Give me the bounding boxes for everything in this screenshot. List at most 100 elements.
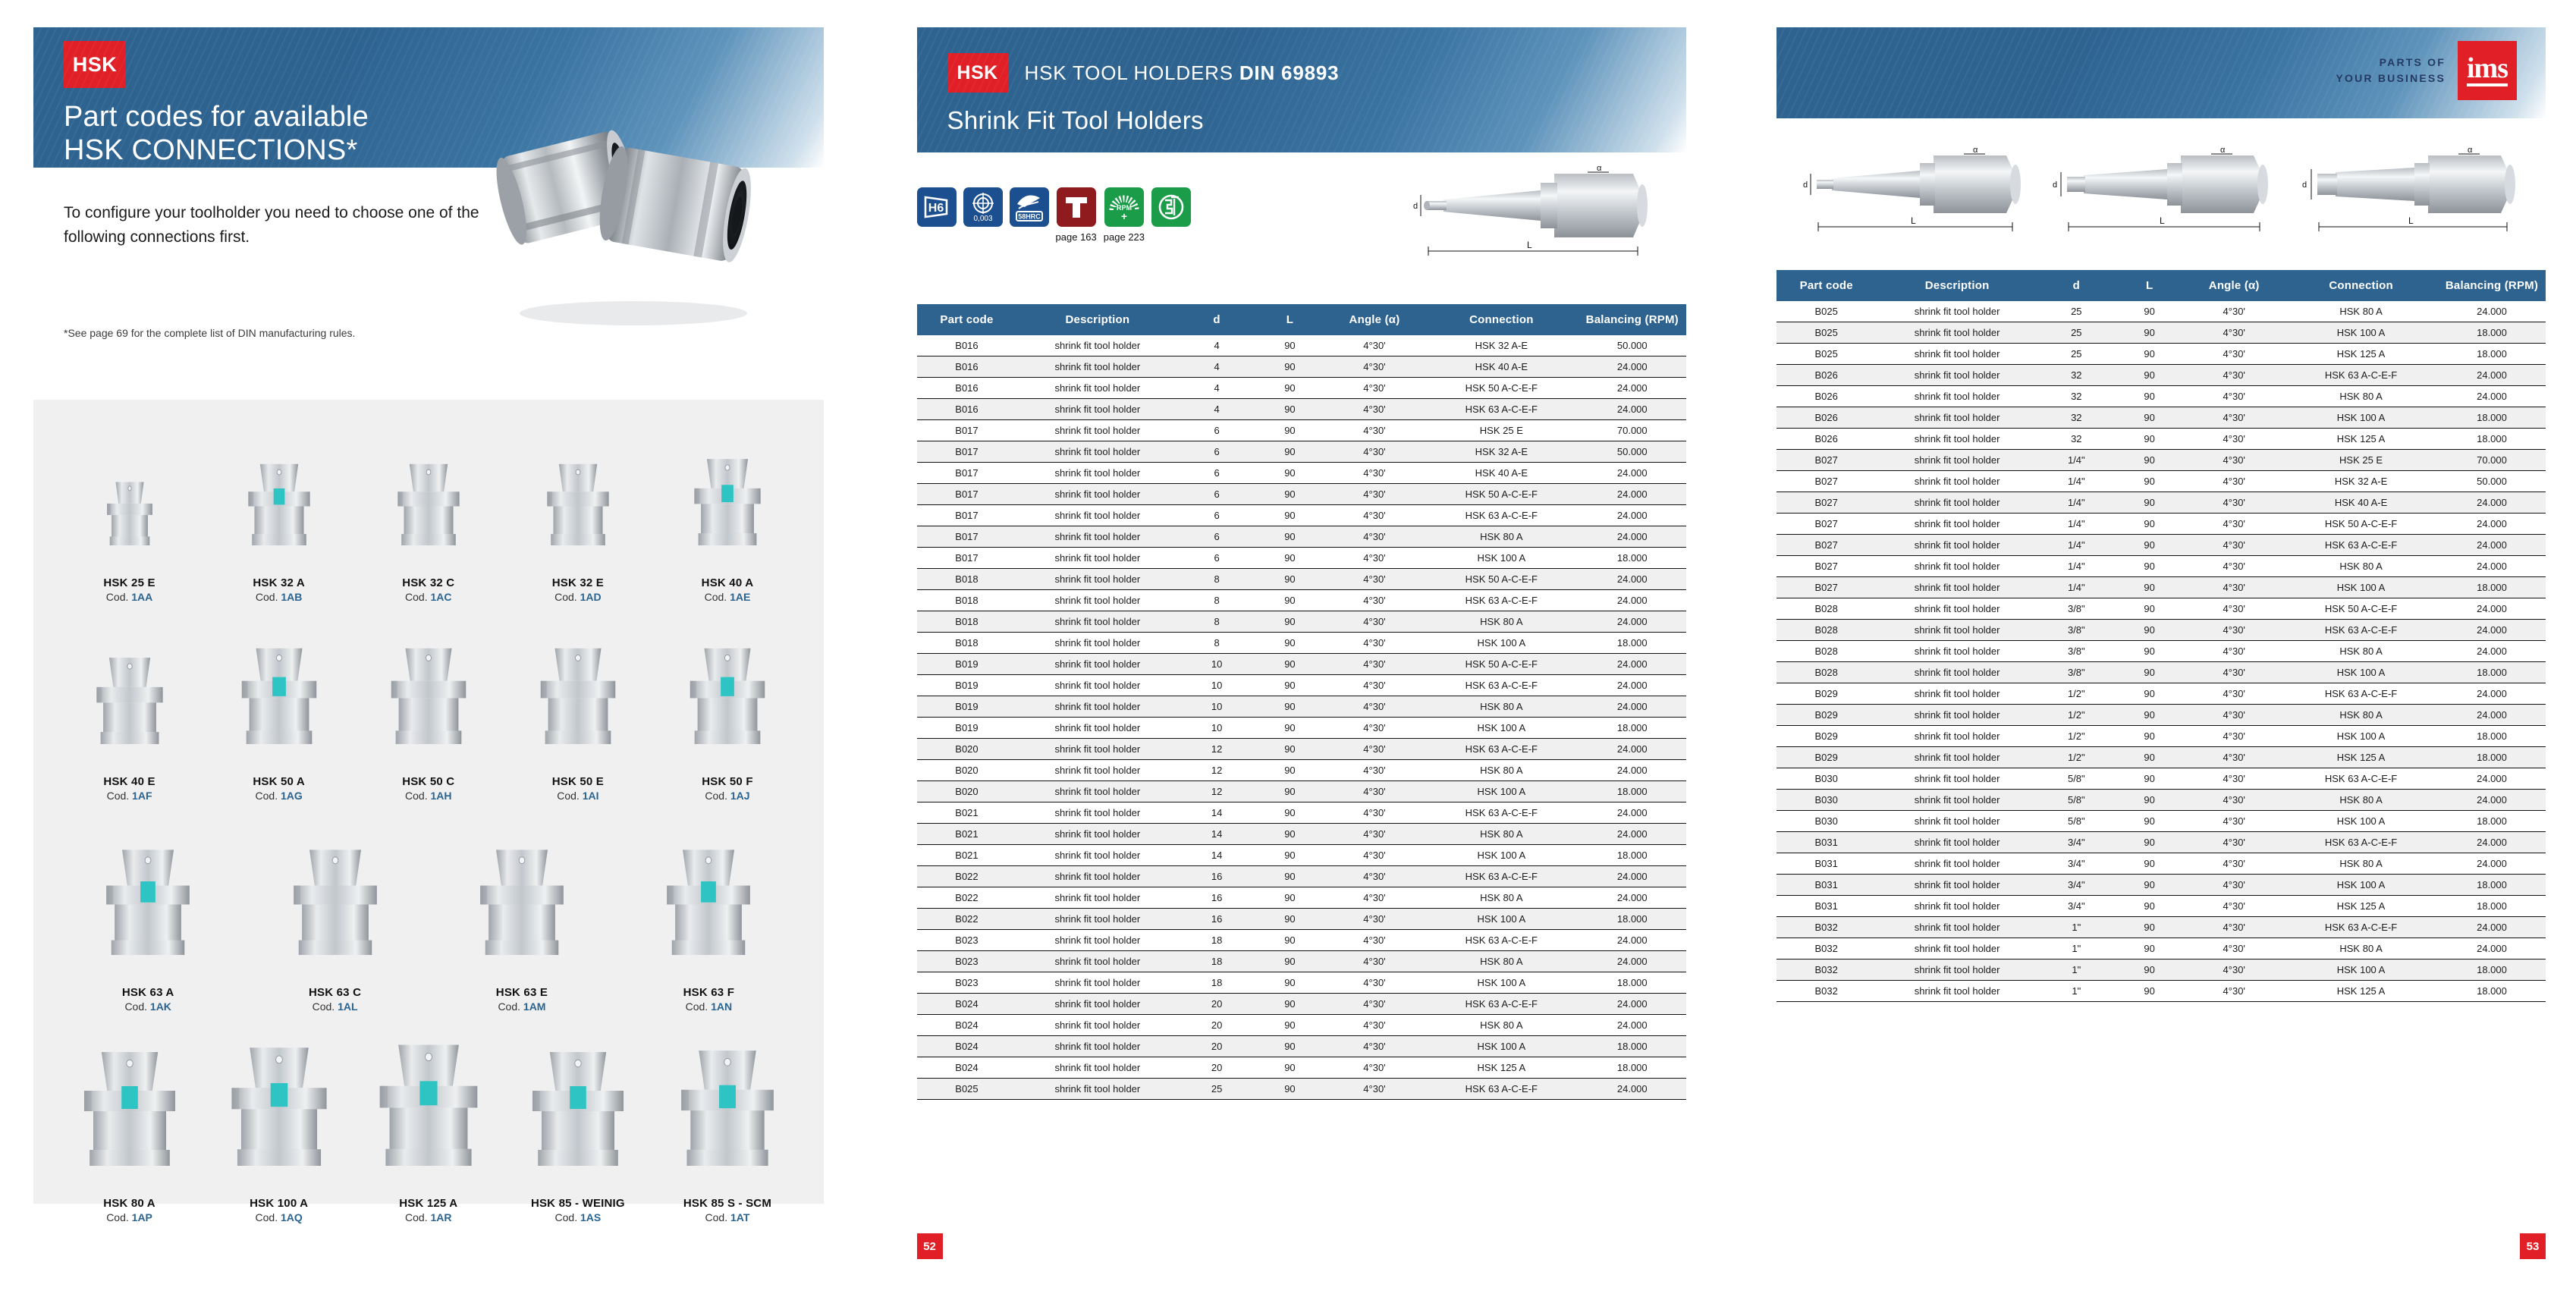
table-row[interactable]: B027 shrink fit tool holder 1/4" 90 4°30' HSK…	[1776, 576, 2546, 598]
table-row[interactable]: B031 shrink fit tool holder 3/4" 90 4°30' HSK…	[1776, 831, 2546, 853]
table-row[interactable]: B017 shrink fit tool holder 6 90 4°30' HSK 63…	[916, 504, 1686, 526]
table-row[interactable]: B027 shrink fit tool holder 1/4" 90 4°30' HSK…	[1776, 555, 2546, 577]
table-row[interactable]: B032 shrink fit tool holder 1" 90 4°30' HSK 8…	[1776, 938, 2546, 960]
table-row[interactable]: B028 shrink fit tool holder 3/8" 90 4°30' HSK…	[1776, 619, 2546, 641]
table-row[interactable]: B025 shrink fit tool holder 25 90 4°30' HSK 6…	[916, 1078, 1686, 1100]
table-row[interactable]: B028 shrink fit tool holder 3/8" 90 4°30' HSK…	[1776, 598, 2546, 620]
table-row[interactable]: B017 shrink fit tool holder 6 90 4°30' HSK 10…	[916, 547, 1686, 569]
cell-part-code: B028	[1776, 640, 1877, 662]
table-row[interactable]: B027 shrink fit tool holder 1/4" 90 4°30' HSK…	[1776, 449, 2546, 471]
table-row[interactable]: B027 shrink fit tool holder 1/4" 90 4°30' HSK…	[1776, 513, 2546, 535]
cell-description: shrink fit tool holder	[1016, 759, 1179, 781]
table-row[interactable]: B024 shrink fit tool holder 20 90 4°30' HSK 6…	[916, 993, 1686, 1015]
table-row[interactable]: B019 shrink fit tool holder 10 90 4°30' HSK 8…	[916, 696, 1686, 718]
table-row[interactable]: B032 shrink fit tool holder 1" 90 4°30' HSK 1…	[1776, 959, 2546, 981]
cell-angle: 4°30'	[2184, 959, 2285, 981]
table-row[interactable]: B024 shrink fit tool holder 20 90 4°30' HSK 1…	[916, 1057, 1686, 1079]
table-row[interactable]: B024 shrink fit tool holder 20 90 4°30' HSK 8…	[916, 1014, 1686, 1036]
connection-card-1ag[interactable]: HSK 50 A Cod. 1AG	[204, 611, 353, 802]
connection-card-1am[interactable]: HSK 63 E Cod. 1AM	[429, 809, 615, 1013]
table-row[interactable]: B016 shrink fit tool holder 4 90 4°30' HSK 32…	[916, 335, 1686, 356]
table-row[interactable]: B023 shrink fit tool holder 18 90 4°30' HSK 8…	[916, 950, 1686, 972]
cell-connection: HSK 100 A	[1424, 547, 1579, 569]
cell-l: 90	[2115, 725, 2185, 747]
cell-balancing-rpm: 24.000	[1578, 483, 1686, 505]
table-row[interactable]: B028 shrink fit tool holder 3/8" 90 4°30' HSK…	[1776, 640, 2546, 662]
cell-angle: 4°30'	[2184, 576, 2285, 598]
table-row[interactable]: B020 shrink fit tool holder 12 90 4°30' HSK 8…	[916, 759, 1686, 781]
table-row[interactable]: B026 shrink fit tool holder 32 90 4°30' HSK 8…	[1776, 385, 2546, 407]
connection-card-1as[interactable]: HSK 85 - WEINIG Cod. 1AS	[503, 1020, 652, 1223]
table-row[interactable]: B022 shrink fit tool holder 16 90 4°30' HSK 6…	[916, 865, 1686, 887]
cell-description: shrink fit tool holder	[1016, 696, 1179, 718]
table-row[interactable]: B018 shrink fit tool holder 8 90 4°30' HSK 63…	[916, 589, 1686, 611]
connection-card-1ar[interactable]: HSK 125 A Cod. 1AR	[353, 1020, 503, 1223]
cell-angle: 4°30'	[1324, 377, 1425, 399]
connection-card-1ai[interactable]: HSK 50 E Cod. 1AI	[503, 611, 652, 802]
table-row[interactable]: B017 shrink fit tool holder 6 90 4°30' HSK 80…	[916, 526, 1686, 548]
table-row[interactable]: B027 shrink fit tool holder 1/4" 90 4°30' HSK…	[1776, 534, 2546, 556]
table-row[interactable]: B016 shrink fit tool holder 4 90 4°30' HSK 40…	[916, 356, 1686, 378]
table-row[interactable]: B025 shrink fit tool holder 25 90 4°30' HSK 8…	[1776, 301, 2546, 322]
table-row[interactable]: B029 shrink fit tool holder 1/2" 90 4°30' HSK…	[1776, 704, 2546, 726]
table-row[interactable]: B026 shrink fit tool holder 32 90 4°30' HSK 6…	[1776, 364, 2546, 386]
table-row[interactable]: B027 shrink fit tool holder 1/4" 90 4°30' HSK…	[1776, 470, 2546, 492]
table-row[interactable]: B026 shrink fit tool holder 32 90 4°30' HSK 1…	[1776, 428, 2546, 450]
connection-card-1al[interactable]: HSK 63 C Cod. 1AL	[241, 809, 428, 1013]
table-row[interactable]: B021 shrink fit tool holder 14 90 4°30' HSK 8…	[916, 823, 1686, 845]
table-row[interactable]: B023 shrink fit tool holder 18 90 4°30' HSK 6…	[916, 929, 1686, 951]
table-row[interactable]: B026 shrink fit tool holder 32 90 4°30' HSK 1…	[1776, 407, 2546, 429]
table-row[interactable]: B019 shrink fit tool holder 10 90 4°30' HSK 5…	[916, 653, 1686, 675]
table-row[interactable]: B017 shrink fit tool holder 6 90 4°30' HSK 25…	[916, 419, 1686, 441]
table-row[interactable]: B022 shrink fit tool holder 16 90 4°30' HSK 1…	[916, 908, 1686, 930]
table-row[interactable]: B018 shrink fit tool holder 8 90 4°30' HSK 10…	[916, 632, 1686, 654]
table-row[interactable]: B018 shrink fit tool holder 8 90 4°30' HSK 50…	[916, 568, 1686, 590]
table-row[interactable]: B025 shrink fit tool holder 25 90 4°30' HSK 1…	[1776, 343, 2546, 365]
connection-card-1aj[interactable]: HSK 50 F Cod. 1AJ	[652, 611, 802, 802]
table-row[interactable]: B031 shrink fit tool holder 3/4" 90 4°30' HSK…	[1776, 853, 2546, 875]
table-row[interactable]: B022 shrink fit tool holder 16 90 4°30' HSK 8…	[916, 887, 1686, 909]
table-row[interactable]: B030 shrink fit tool holder 5/8" 90 4°30' HSK…	[1776, 810, 2546, 832]
connection-card-1af[interactable]: HSK 40 E Cod. 1AF	[55, 611, 204, 802]
table-row[interactable]: B020 shrink fit tool holder 12 90 4°30' HSK 1…	[916, 780, 1686, 802]
table-row[interactable]: B016 shrink fit tool holder 4 90 4°30' HSK 50…	[916, 377, 1686, 399]
table-row[interactable]: B018 shrink fit tool holder 8 90 4°30' HSK 80…	[916, 611, 1686, 633]
table-row[interactable]: B017 shrink fit tool holder 6 90 4°30' HSK 40…	[916, 462, 1686, 484]
table-row[interactable]: B019 shrink fit tool holder 10 90 4°30' HSK 6…	[916, 674, 1686, 696]
connection-card-1ab[interactable]: HSK 32 A Cod. 1AB	[204, 419, 353, 603]
cell-d: 4	[1178, 398, 1255, 420]
table-row[interactable]: B032 shrink fit tool holder 1" 90 4°30' HSK 6…	[1776, 916, 2546, 938]
table-row[interactable]: B032 shrink fit tool holder 1" 90 4°30' HSK 1…	[1776, 980, 2546, 1002]
table-row[interactable]: B021 shrink fit tool holder 14 90 4°30' HSK 1…	[916, 844, 1686, 866]
connection-card-1ak[interactable]: HSK 63 A Cod. 1AK	[55, 809, 241, 1013]
table-row[interactable]: B024 shrink fit tool holder 20 90 4°30' HSK 1…	[916, 1035, 1686, 1057]
table-row[interactable]: B030 shrink fit tool holder 5/8" 90 4°30' HSK…	[1776, 789, 2546, 811]
table-row[interactable]: B028 shrink fit tool holder 3/8" 90 4°30' HSK…	[1776, 661, 2546, 683]
connection-card-1at[interactable]: HSK 85 S - SCM Cod. 1AT	[652, 1020, 802, 1223]
connection-card-1ad[interactable]: HSK 32 E Cod. 1AD	[503, 419, 652, 603]
table-row[interactable]: B020 shrink fit tool holder 12 90 4°30' HSK 6…	[916, 738, 1686, 760]
cell-part-code: B018	[916, 632, 1017, 654]
table-row[interactable]: B029 shrink fit tool holder 1/2" 90 4°30' HSK…	[1776, 725, 2546, 747]
connection-card-1ac[interactable]: HSK 32 C Cod. 1AC	[353, 419, 503, 603]
table-row[interactable]: B016 shrink fit tool holder 4 90 4°30' HSK 63…	[916, 398, 1686, 420]
table-row[interactable]: B029 shrink fit tool holder 1/2" 90 4°30' HSK…	[1776, 746, 2546, 768]
table-row[interactable]: B031 shrink fit tool holder 3/4" 90 4°30' HSK…	[1776, 874, 2546, 896]
connection-card-1an[interactable]: HSK 63 F Cod. 1AN	[615, 809, 802, 1013]
table-row[interactable]: B017 shrink fit tool holder 6 90 4°30' HSK 32…	[916, 441, 1686, 463]
table-row[interactable]: B025 shrink fit tool holder 25 90 4°30' HSK 1…	[1776, 322, 2546, 344]
connection-card-1aq[interactable]: HSK 100 A Cod. 1AQ	[204, 1020, 353, 1223]
table-row[interactable]: B023 shrink fit tool holder 18 90 4°30' HSK 1…	[916, 972, 1686, 994]
table-row[interactable]: B029 shrink fit tool holder 1/2" 90 4°30' HSK…	[1776, 683, 2546, 705]
table-row[interactable]: B021 shrink fit tool holder 14 90 4°30' HSK 6…	[916, 802, 1686, 824]
connection-name: HSK 80 A	[103, 1197, 156, 1210]
table-row[interactable]: B019 shrink fit tool holder 10 90 4°30' HSK 1…	[916, 717, 1686, 739]
table-row[interactable]: B030 shrink fit tool holder 5/8" 90 4°30' HSK…	[1776, 768, 2546, 790]
table-row[interactable]: B017 shrink fit tool holder 6 90 4°30' HSK 50…	[916, 483, 1686, 505]
table-row[interactable]: B027 shrink fit tool holder 1/4" 90 4°30' HSK…	[1776, 492, 2546, 514]
connection-card-1ae[interactable]: HSK 40 A Cod. 1AE	[652, 419, 802, 603]
table-row[interactable]: B031 shrink fit tool holder 3/4" 90 4°30' HSK…	[1776, 895, 2546, 917]
connection-card-1aa[interactable]: HSK 25 E Cod. 1AA	[55, 419, 204, 603]
connection-card-1ap[interactable]: HSK 80 A Cod. 1AP	[55, 1020, 204, 1223]
connection-card-1ah[interactable]: HSK 50 C Cod. 1AH	[353, 611, 503, 802]
